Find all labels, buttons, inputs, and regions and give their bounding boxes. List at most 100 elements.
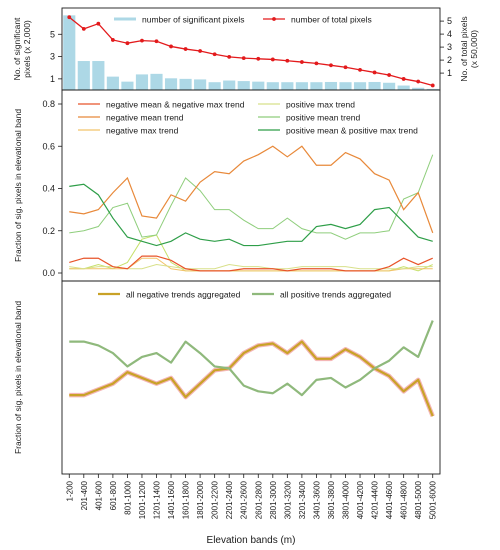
x-tick-label: 4401-4600 bbox=[385, 480, 394, 519]
y-axis-title-total: No. of total pixels(x 50,000) bbox=[459, 16, 479, 81]
legend-label-trend: negative mean trend bbox=[106, 113, 184, 123]
bar-significant-pixels bbox=[266, 82, 279, 90]
bar-significant-pixels bbox=[77, 61, 90, 90]
point-total-pixels bbox=[416, 79, 421, 84]
right-tick-label: 3 bbox=[447, 42, 452, 52]
point-total-pixels bbox=[401, 77, 406, 81]
legend-label-positive-aggregated: all positive trends aggregated bbox=[280, 290, 391, 300]
x-tick-label: 3201-3400 bbox=[298, 480, 307, 519]
bar-significant-pixels bbox=[63, 15, 76, 90]
line-trend-series bbox=[69, 234, 433, 272]
x-tick-label: 2801-3000 bbox=[269, 480, 278, 519]
bar-significant-pixels bbox=[412, 87, 425, 90]
point-total-pixels bbox=[96, 21, 101, 26]
bar-significant-pixels bbox=[92, 61, 105, 90]
x-tick-label: 4601-4800 bbox=[400, 480, 409, 519]
y-axis-title-significant: No. of significantpixels (x 2,000) bbox=[12, 17, 32, 80]
x-tick-label: 4001-4200 bbox=[356, 480, 365, 519]
point-total-pixels bbox=[256, 56, 261, 61]
bar-significant-pixels bbox=[281, 82, 294, 90]
bar-significant-pixels bbox=[252, 81, 265, 90]
bar-significant-pixels bbox=[194, 79, 207, 90]
point-total-pixels bbox=[314, 61, 319, 66]
bar-significant-pixels bbox=[353, 82, 367, 90]
right-tick-label: 1 bbox=[447, 68, 452, 78]
y-tick-label: 0.8 bbox=[42, 99, 55, 109]
point-total-pixels bbox=[329, 63, 333, 68]
bar-significant-pixels bbox=[208, 82, 221, 90]
bar-significant-pixels bbox=[164, 78, 178, 90]
x-tick-label: 401-600 bbox=[94, 480, 103, 510]
bar-significant-pixels bbox=[426, 88, 439, 90]
legend-label-trend: positive max trend bbox=[286, 100, 355, 110]
panel-pixel-counts: 1 3 5 1 2 3 4 5 No. of significantpixels (x 2,00… bbox=[12, 7, 479, 91]
x-tick-label: 801-1000 bbox=[123, 480, 132, 514]
y-axis-title-mid: Fraction of sig. pixels in elevational b… bbox=[13, 109, 23, 262]
point-total-pixels bbox=[241, 56, 246, 61]
left-tick-label: 3 bbox=[50, 52, 55, 62]
legend-label-negative-aggregated: all negative trends aggregated bbox=[126, 290, 241, 300]
bar-significant-pixels bbox=[106, 76, 119, 90]
legend-label-trend: negative max trend bbox=[106, 126, 179, 136]
x-axis-title: Elevation bands (m) bbox=[207, 535, 296, 546]
y-tick-label: 0.2 bbox=[42, 226, 55, 236]
x-tick-label: 2401-2600 bbox=[240, 480, 249, 519]
x-tick-label: 3401-3600 bbox=[312, 480, 321, 519]
line-aggregated-trend bbox=[69, 340, 434, 417]
panel-aggregated-trends: Fraction of sig. pixels in elevational b… bbox=[13, 280, 441, 475]
point-total-pixels bbox=[140, 38, 144, 43]
y-tick-label: 0.0 bbox=[42, 268, 55, 278]
bar-significant-pixels bbox=[223, 80, 236, 90]
point-total-pixels bbox=[270, 57, 275, 62]
x-tick-label: 1401-1600 bbox=[167, 480, 176, 519]
legend-label-trend: positive mean & positive max trend bbox=[286, 126, 418, 136]
line-trend-series bbox=[69, 255, 433, 272]
point-total-pixels bbox=[198, 49, 203, 53]
legend-label-trend: negative mean & negative max trend bbox=[106, 100, 245, 110]
point-total-pixels bbox=[212, 52, 217, 57]
x-tick-label: 201-400 bbox=[80, 480, 89, 510]
x-tick-label: 3801-4000 bbox=[342, 480, 351, 519]
point-total-pixels bbox=[227, 54, 232, 59]
line-trend-series bbox=[69, 183, 433, 247]
x-tick-label: 2001-2200 bbox=[211, 480, 220, 519]
x-axis: 1-200 201-400 401-600 601-800 801-1000 1001-1… bbox=[65, 474, 438, 546]
point-total-pixels bbox=[81, 27, 86, 31]
x-tick-label: 3001-3200 bbox=[283, 480, 292, 519]
legend-label-significant: number of significant pixels bbox=[142, 15, 245, 25]
legend-label-total: number of total pixels bbox=[291, 15, 372, 25]
line-trend-series bbox=[69, 154, 434, 240]
bar-significant-pixels bbox=[121, 81, 134, 90]
bar-significant-pixels bbox=[368, 81, 381, 90]
x-tick-label: 3601-3800 bbox=[327, 480, 336, 519]
x-tick-label: 1601-1800 bbox=[182, 480, 191, 519]
line-aggregated-halo bbox=[69, 339, 435, 418]
x-tick-label: 1801-2000 bbox=[196, 480, 205, 519]
bar-significant-pixels bbox=[295, 82, 308, 90]
point-total-pixels bbox=[372, 70, 377, 75]
x-tick-label: 2201-2400 bbox=[225, 480, 234, 519]
panel-frame bbox=[61, 280, 441, 475]
bar-significant-pixels bbox=[179, 78, 192, 90]
bar-significant-pixels bbox=[324, 81, 338, 90]
bar-significant-pixels bbox=[383, 82, 396, 90]
y-tick-label: 0.4 bbox=[42, 184, 55, 194]
line-aggregated-trend bbox=[69, 320, 434, 397]
right-tick-label: 4 bbox=[447, 29, 452, 39]
point-total-pixels bbox=[154, 39, 159, 44]
x-tick-label: 1001-1200 bbox=[138, 480, 147, 519]
left-tick-label: 5 bbox=[50, 29, 55, 39]
point-total-pixels bbox=[299, 60, 304, 64]
point-total-pixels bbox=[169, 44, 173, 49]
bar-significant-pixels bbox=[150, 73, 163, 90]
point-total-pixels bbox=[387, 73, 392, 77]
x-tick-label: 2601-2800 bbox=[254, 480, 263, 519]
point-total-pixels bbox=[358, 67, 362, 72]
point-total-pixels bbox=[110, 38, 115, 42]
legend-label-trend: positive mean trend bbox=[286, 113, 360, 123]
x-tick-label: 601-800 bbox=[109, 480, 118, 510]
point-total-pixels bbox=[285, 58, 290, 63]
x-tick-label: 5001-6000 bbox=[429, 480, 438, 519]
x-tick-label: 4201-4400 bbox=[371, 480, 380, 519]
bar-significant-pixels bbox=[310, 82, 323, 90]
